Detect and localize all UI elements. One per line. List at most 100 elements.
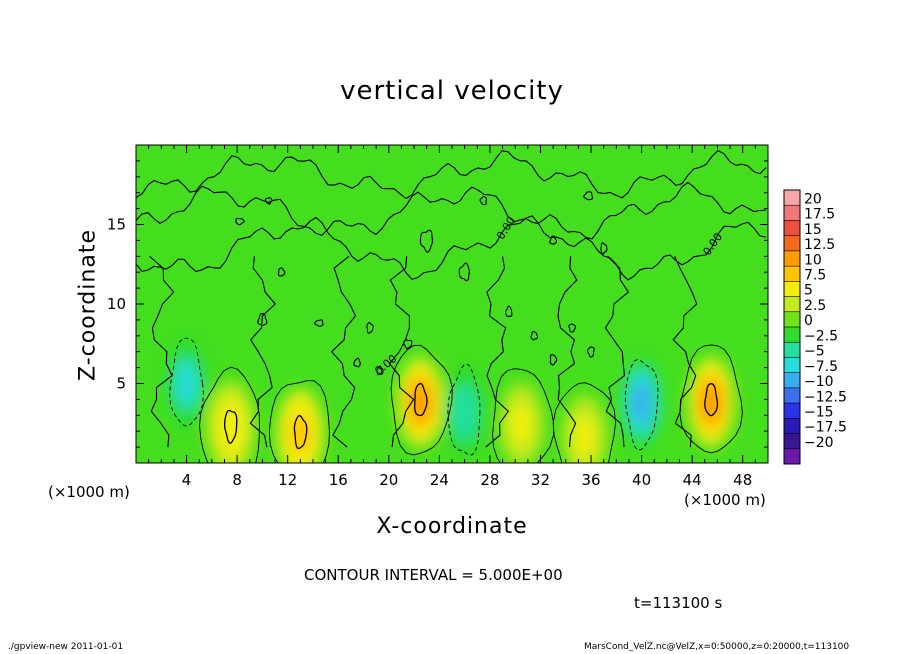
updraft-cell-0-level-3 [700, 382, 722, 423]
contour-island-19 [549, 235, 558, 245]
downdraft-cell-6-level-3 [176, 363, 197, 404]
x-tick-label: 4 [182, 471, 192, 489]
x-tick-label: 20 [379, 471, 398, 489]
colorbar-level-label: 2.5 [804, 298, 826, 314]
contour-island-13 [376, 365, 384, 376]
contour-island-5 [458, 262, 470, 282]
x-tick-label: 32 [531, 471, 550, 489]
colorbar-level-label: −10 [804, 374, 834, 390]
downdraft-cell-8-level-3 [455, 391, 475, 433]
updraft-cell-4-level-3 [511, 404, 533, 445]
colorbar-swatch [784, 387, 800, 404]
colorbar-level-label: −20 [804, 435, 834, 451]
contour-interval-label: CONTOUR INTERVAL = 5.000E+00 [304, 566, 563, 584]
contour-island-9 [568, 323, 577, 333]
x-tick-label: 40 [632, 471, 651, 489]
zero-contour-1 [136, 181, 767, 240]
colorbar-level-label: −7.5 [804, 359, 838, 375]
positive-contour-outer-0 [679, 344, 743, 454]
updraft-cell-5-level-3 [574, 417, 596, 458]
velocity-field [136, 145, 768, 463]
colorbar-swatch [784, 327, 800, 343]
y-axis-label: Z-coordinate [75, 229, 101, 381]
downdraft-cell-7-level-3 [631, 382, 652, 423]
x-tick-label: 16 [329, 471, 348, 489]
colorbar-swatch [784, 250, 800, 267]
zero-contour-2 [136, 215, 767, 281]
colorbar-level-label: −2.5 [804, 328, 838, 344]
updraft-cell-1-level-3 [409, 382, 431, 423]
colorbar-swatch [784, 357, 800, 374]
colorbar-swatch [784, 342, 800, 358]
time-label: t=113100 s [634, 594, 723, 612]
positive-contour-outer-2 [268, 380, 330, 463]
branch-contour-5 [557, 256, 578, 448]
colorbar-swatch [784, 296, 800, 313]
colorbar-level-label: 20 [804, 191, 822, 207]
contour-island-15 [235, 217, 245, 226]
colorbar-swatch [784, 433, 800, 450]
y-tick-label: 10 [107, 295, 126, 313]
colorbar-swatch [784, 281, 800, 298]
branch-contour-7 [672, 256, 698, 448]
positive-contour-inner-1 [414, 382, 428, 417]
colorbar-swatch [784, 190, 800, 206]
negative-contour-2 [447, 363, 481, 456]
colorbar-level-label: −12.5 [804, 389, 847, 405]
branch-contour-0 [149, 255, 175, 448]
contour-island-0 [257, 313, 268, 327]
colorbar-level-label: 12.5 [804, 237, 835, 253]
contour-island-7 [530, 330, 539, 341]
colorbar-level-label: −5 [804, 344, 825, 360]
contour-island-18 [583, 191, 594, 201]
x-tick-label: 36 [581, 471, 600, 489]
contour-island-17 [479, 195, 488, 206]
x-unit-left: (×1000 m) [48, 483, 130, 501]
colorbar-swatch [784, 403, 800, 419]
branch-contour-1 [249, 256, 276, 448]
contour-island-8 [549, 354, 558, 366]
footer-command: ./gpview-new 2011-01-01 [8, 642, 124, 652]
positive-contour-inner-2 [293, 415, 308, 450]
x-tick-label: 12 [278, 471, 297, 489]
positive-contour-inner-3 [223, 409, 238, 444]
contour-island-12 [353, 357, 361, 368]
positive-contour-outer-4 [492, 368, 555, 463]
x-tick-label: 28 [480, 471, 499, 489]
colorbar-level-label: −17.5 [804, 420, 847, 436]
x-tick-label: 8 [232, 471, 242, 489]
colorbar: 2017.51512.5107.552.50−2.5−5−7.5−10−12.5… [783, 189, 847, 465]
colorbar-swatch [784, 220, 800, 237]
y-tick-label: 5 [116, 375, 126, 393]
contour-island-16 [264, 197, 273, 205]
branch-contour-2 [330, 255, 357, 448]
contour-island-10 [587, 346, 595, 358]
zero-contour-0 [136, 149, 767, 200]
contour-island-11 [314, 319, 324, 327]
colorbar-swatch [784, 418, 800, 435]
colorbar-level-label: 15 [804, 222, 822, 238]
chart-title: vertical velocity [340, 76, 564, 106]
colorbar-level-label: 10 [804, 252, 822, 268]
colorbar-swatch [784, 266, 800, 282]
negative-contour-1 [624, 358, 659, 451]
positive-contour-outer-3 [199, 366, 260, 463]
colorbar-swatch [784, 372, 800, 389]
contour-island-2 [366, 322, 374, 334]
colorbar-swatch [784, 311, 800, 328]
footer-source: MarsCond_VelZ.nc@VelZ,x=0:50000,z=0:2000… [584, 642, 850, 652]
positive-contour-outer-5 [552, 382, 617, 463]
contour-island-14 [600, 242, 608, 255]
colorbar-swatch [784, 205, 800, 221]
positive-contour-inner-0 [704, 383, 719, 417]
colorbar-level-label: 7.5 [804, 267, 826, 283]
x-axis-label: X-coordinate [376, 514, 528, 539]
y-tick-label: 15 [107, 216, 126, 234]
x-unit-right: (×1000 m) [684, 491, 766, 509]
x-tick-label: 44 [683, 471, 702, 489]
positive-contour-outer-1 [390, 344, 453, 456]
colorbar-swatch [784, 235, 800, 252]
